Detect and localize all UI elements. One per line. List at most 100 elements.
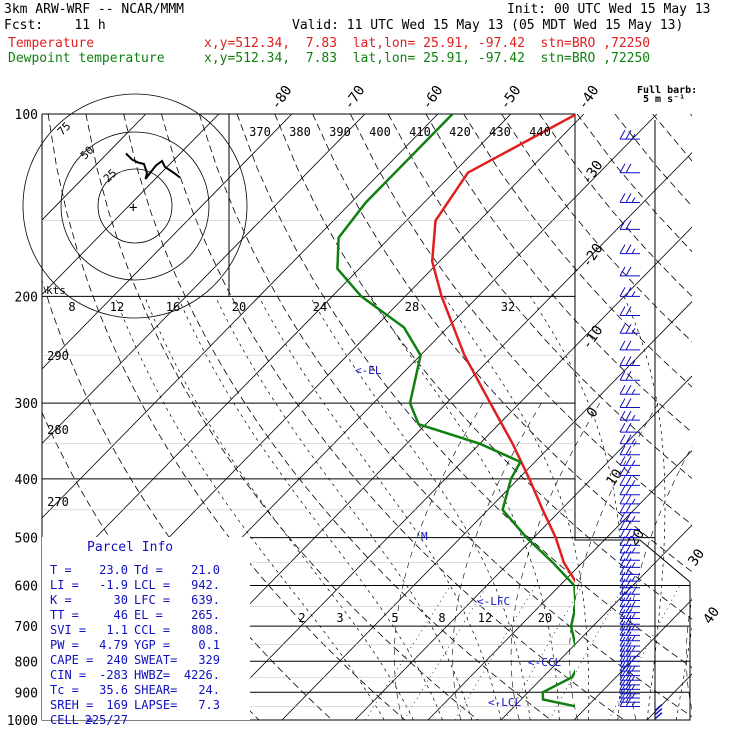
wind-barb-flag	[631, 532, 636, 538]
wind-barb	[654, 708, 663, 716]
temperature-axis-label: 30	[685, 546, 708, 569]
wind-barb-flag	[631, 197, 636, 203]
pressure-label: 500	[15, 532, 38, 547]
wind-barb-flag	[619, 456, 626, 466]
wind-barb-flag	[625, 675, 632, 686]
wind-barb-flag	[619, 503, 626, 513]
wind-barb-flag	[619, 485, 626, 496]
pressure-label: 100	[15, 108, 38, 123]
wind-barb-flag	[631, 460, 636, 466]
mixing-ratio-label: 2	[298, 611, 305, 625]
parcel-field-value: 24.	[198, 683, 220, 697]
wind-barb-flag	[619, 571, 626, 582]
wind-barb-flag	[625, 565, 632, 575]
parcel-field-value: 240	[106, 653, 128, 667]
wind-barb-flag	[619, 584, 626, 595]
wind-barb-flag	[619, 647, 626, 657]
wind-barb-flag	[625, 306, 632, 316]
speed-scale-label: 32	[501, 300, 515, 314]
wind-barb-flag	[631, 656, 636, 662]
wind-barb-flag	[619, 220, 626, 230]
wind-barb-flag	[631, 327, 636, 334]
wind-barb-flag	[619, 652, 626, 662]
parcel-field-label: LFC =	[134, 593, 170, 607]
wind-barb-flag	[619, 603, 626, 613]
pressure-label: 600	[15, 580, 38, 595]
temperature-axis-label: 10	[603, 466, 626, 489]
level-marker: <-EL	[355, 364, 382, 377]
wind-barb-flag	[631, 498, 636, 505]
parcel-field-label: LI =	[50, 578, 79, 592]
isotherm-line	[720, 114, 740, 720]
wind-barb-flag	[631, 547, 636, 554]
theta-label: 430	[489, 125, 511, 139]
wind-barb-flag	[619, 620, 626, 631]
pressure-label: 800	[15, 655, 38, 670]
wind-barb-flag	[619, 422, 626, 433]
temperature-axis-label: -80	[268, 83, 296, 113]
wind-barb-flag	[631, 388, 636, 395]
parcel-field-label: LCL =	[134, 578, 170, 592]
wind-barb-flag	[625, 626, 632, 636]
wind-barb-flag	[619, 684, 626, 694]
wind-barb-flag	[619, 688, 626, 699]
wind-barb-flag	[625, 631, 632, 641]
wind-barb-flag	[619, 656, 626, 667]
mixing-ratio-line	[365, 585, 451, 720]
wind-barb-flag	[625, 512, 632, 522]
isotherm-line	[42, 114, 366, 445]
wind-barb-flag	[625, 584, 632, 595]
parcel-field-value: 4226.	[184, 668, 220, 682]
wind-barb-flag	[619, 558, 626, 568]
hodograph-ring-label: 75	[55, 120, 74, 139]
level-marker: <-LCL	[488, 696, 521, 709]
wind-barb-flag	[619, 193, 626, 203]
wind-barb-flag	[625, 647, 632, 657]
parcel-field-label: SVI =	[50, 623, 86, 637]
isotherm-line	[42, 114, 439, 519]
pressure-label: 700	[15, 620, 38, 635]
wind-barb-flag	[619, 631, 626, 641]
wind-barb-flag	[631, 613, 636, 619]
wind-barb-flag	[625, 485, 632, 496]
wind-barb-flag	[625, 384, 632, 395]
model-title: 3km ARW-WRF -- NCAR/MMM	[4, 2, 185, 17]
wind-barb-flag	[625, 466, 632, 476]
wind-barb-flag	[625, 641, 632, 652]
parcel-field-label: YGP =	[134, 638, 170, 652]
wind-barb-flag	[631, 645, 636, 652]
theta-label: 390	[329, 125, 351, 139]
parcel-field-value: 21.0	[191, 563, 220, 577]
dry-adiabat	[312, 114, 692, 573]
wind-barb-flag	[631, 588, 636, 595]
wind-barb-flag	[625, 680, 632, 690]
wind-barb-flag	[625, 520, 632, 530]
parcel-field-value: 46	[114, 608, 128, 622]
wind-barb-flag	[625, 528, 632, 538]
mixing-ratio-label: 20	[538, 611, 552, 625]
theta-label: 400	[369, 125, 391, 139]
wind-barb-flag	[631, 248, 636, 254]
wind-barb-flag	[619, 671, 626, 681]
wind-barb-flag	[619, 476, 626, 486]
isotherm-line	[427, 450, 692, 720]
barb-legend-title: Full barb:	[637, 85, 698, 96]
wind-barb-flag	[619, 641, 626, 652]
wind-barb-flag	[625, 398, 632, 408]
speed-scale-label: 28	[405, 300, 419, 314]
parcel-field-value: 808.	[191, 623, 220, 637]
isotherm-line	[42, 114, 147, 221]
level-marker: <-LFC	[477, 595, 510, 608]
wind-barb-flag	[619, 512, 626, 522]
theta-label: 380	[289, 125, 311, 139]
wind-barb-flag	[631, 414, 636, 421]
wind-barb-flag	[619, 697, 626, 707]
temperature-axis-label: -30	[579, 158, 607, 188]
hodograph-center-mark: +	[129, 200, 137, 216]
dry-adiabat	[728, 114, 740, 720]
wind-barb-flag	[619, 244, 626, 254]
temperature-profile	[430, 114, 575, 584]
parcel-field-label: Td =	[134, 563, 163, 577]
wind-barb-flag	[625, 287, 632, 297]
